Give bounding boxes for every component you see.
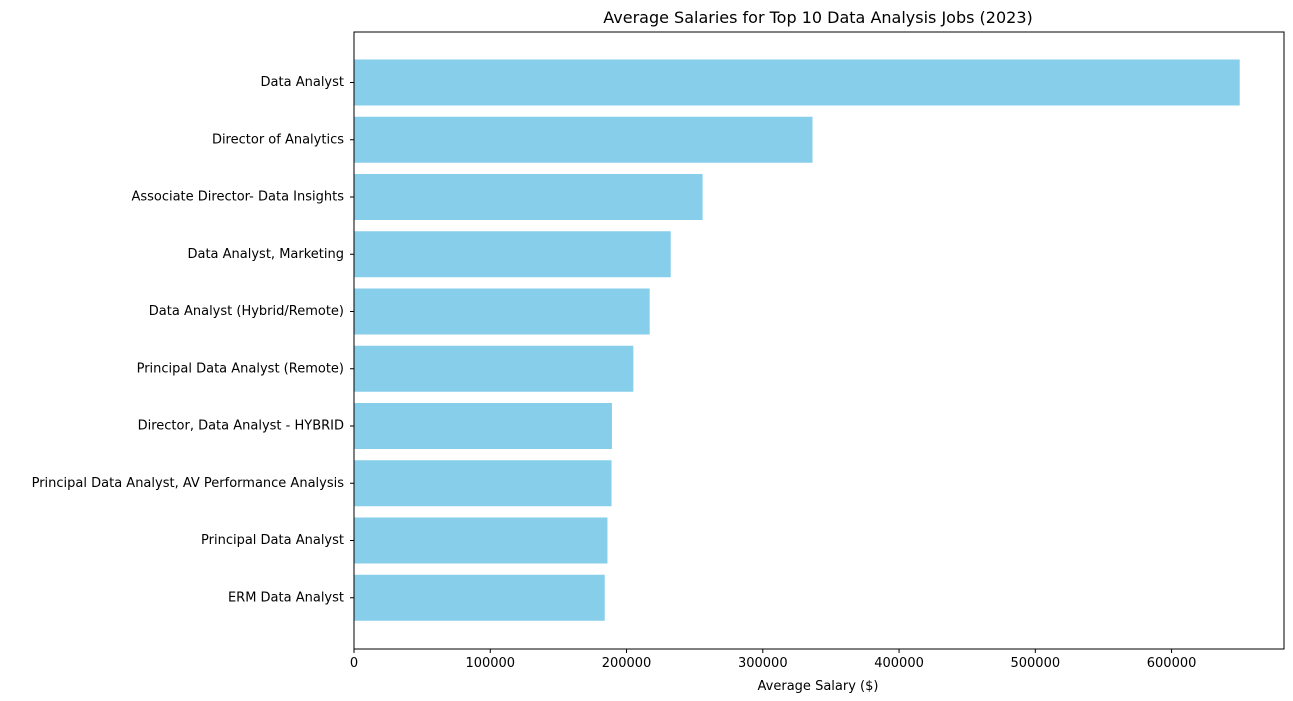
y-tick-label: ERM Data Analyst xyxy=(228,590,344,605)
bar xyxy=(354,59,1240,106)
bar xyxy=(354,460,612,507)
x-tick-label: 300000 xyxy=(738,656,788,671)
y-tick-label: Data Analyst xyxy=(261,75,344,90)
y-tick-label: Data Analyst, Marketing xyxy=(187,247,344,262)
bar xyxy=(354,403,612,449)
x-tick-label: 200000 xyxy=(602,656,652,671)
y-tick-label: Principal Data Analyst, AV Performance A… xyxy=(32,476,345,491)
y-tick-label: Principal Data Analyst xyxy=(201,533,344,548)
x-tick-label: 0 xyxy=(350,656,358,671)
y-axis-ticks: Data Analyst Director of Analytics Associa… xyxy=(32,75,354,605)
y-tick-label: Director of Analytics xyxy=(212,132,344,147)
plot-frame xyxy=(353,31,1285,650)
bar xyxy=(354,574,605,621)
y-tick-label: Data Analyst (Hybrid/Remote) xyxy=(149,304,344,319)
x-tick-label: 600000 xyxy=(1147,656,1197,671)
x-axis-label: Average Salary ($) xyxy=(758,679,879,694)
x-tick-label: 500000 xyxy=(1010,656,1060,671)
x-tick-label: 100000 xyxy=(465,656,515,671)
bar xyxy=(354,517,608,564)
y-tick-label: Director, Data Analyst - HYBRID xyxy=(138,419,344,434)
chart-title: Average Salaries for Top 10 Data Analysi… xyxy=(603,8,1033,27)
y-tick-label: Principal Data Analyst (Remote) xyxy=(137,361,344,376)
bar xyxy=(354,231,671,278)
y-tick-label: Associate Director- Data Insights xyxy=(131,190,344,205)
bar xyxy=(354,288,650,335)
bar xyxy=(354,174,703,220)
x-axis-ticks: 0 100000 200000 300000 400000 500000 600000 xyxy=(350,649,1197,671)
bar xyxy=(354,345,634,392)
bar xyxy=(354,116,813,163)
x-tick-label: 400000 xyxy=(874,656,924,671)
bars-group xyxy=(354,59,1240,621)
